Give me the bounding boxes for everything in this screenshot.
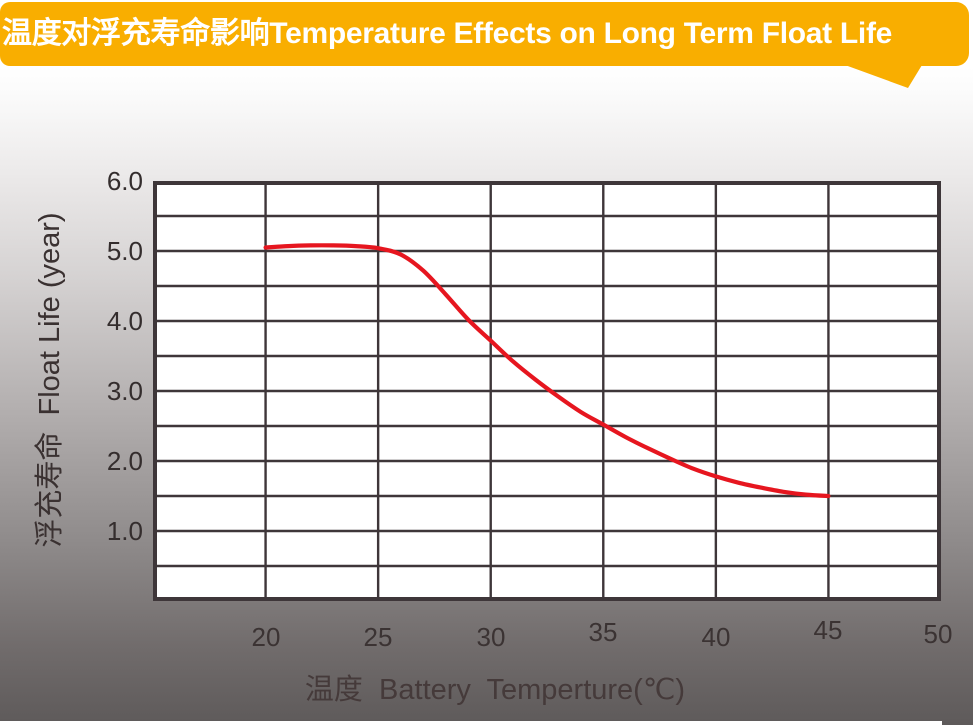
x-tick-label: 50 <box>923 619 953 649</box>
x-tick-label: 25 <box>363 622 393 652</box>
chart-title: 温度对浮充寿命影响Temperature Effects on Long Ter… <box>2 17 893 50</box>
y-tick-label: 6.0 <box>106 166 143 196</box>
y-tick-label: 5.0 <box>106 236 143 266</box>
x-tick-label: 20 <box>251 622 281 652</box>
plot-svg <box>153 181 941 601</box>
x-tick-label: 45 <box>813 615 843 645</box>
x-axis-title: 温度 Battery Temperture(℃) <box>304 674 686 706</box>
x-tick-label: 35 <box>588 617 618 647</box>
float-life-curve <box>263 243 831 499</box>
plot-area <box>153 181 941 601</box>
y-tick-label: 4.0 <box>106 306 143 336</box>
chart-title-banner: 温度对浮充寿命影响Temperature Effects on Long Ter… <box>0 2 969 66</box>
bottom-white-strip <box>0 721 942 725</box>
x-tick-label: 30 <box>476 622 506 652</box>
banner-tail-pointer <box>845 65 922 88</box>
y-tick-label: 3.0 <box>106 376 143 406</box>
y-tick-label: 1.0 <box>106 516 143 546</box>
x-tick-label: 40 <box>701 622 731 652</box>
plot-border <box>153 181 941 601</box>
y-axis-title: 浮充寿命 Float Life (year) <box>34 212 66 548</box>
y-tick-label: 2.0 <box>106 446 143 476</box>
